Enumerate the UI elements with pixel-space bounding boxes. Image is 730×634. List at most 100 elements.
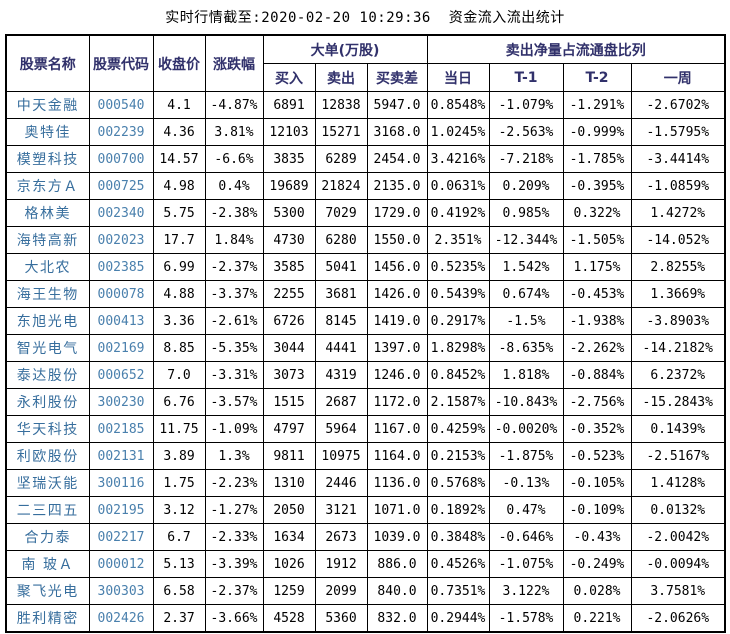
stock-name-cell[interactable]: 东旭光电 [5, 307, 90, 335]
stock-name-cell[interactable]: 合力泰 [5, 523, 90, 551]
stock-name-cell[interactable]: 模塑科技 [5, 145, 90, 173]
week-cell: 1.3669% [630, 280, 726, 308]
buy-cell: 3585 [262, 253, 316, 281]
buy-cell: 1310 [262, 469, 316, 497]
change-pct-cell: 1.3% [204, 442, 264, 470]
close-price-cell: 3.89 [152, 442, 206, 470]
t1-cell: -8.635% [488, 334, 564, 362]
t2-cell: -0.884% [562, 361, 632, 389]
stock-code-cell[interactable]: 002131 [88, 442, 154, 470]
t1-cell: -1.075% [488, 550, 564, 578]
col-group-large-orders: 大单(万股) [262, 34, 428, 64]
buy-cell: 4797 [262, 415, 316, 443]
change-pct-cell: -3.31% [204, 361, 264, 389]
sell-cell: 6289 [314, 145, 368, 173]
today-cell: 0.4526% [426, 550, 490, 578]
stock-code-cell[interactable]: 000413 [88, 307, 154, 335]
change-pct-cell: -1.27% [204, 496, 264, 524]
stock-name-cell[interactable]: 南 玻Ａ [5, 550, 90, 578]
week-cell: -2.0626% [630, 604, 726, 633]
sell-cell: 4441 [314, 334, 368, 362]
t2-cell: -1.938% [562, 307, 632, 335]
buy-cell: 1634 [262, 523, 316, 551]
sell-cell: 2687 [314, 388, 368, 416]
buy-cell: 1026 [262, 550, 316, 578]
stock-name-cell[interactable]: 泰达股份 [5, 361, 90, 389]
today-cell: 0.2944% [426, 604, 490, 633]
stock-code-cell[interactable]: 002239 [88, 118, 154, 146]
t2-cell: -1.291% [562, 91, 632, 119]
today-cell: 0.4192% [426, 199, 490, 227]
stock-name-cell[interactable]: 聚飞光电 [5, 577, 90, 605]
stock-code-cell[interactable]: 002217 [88, 523, 154, 551]
table-row: 智光电气 002169 8.85 -5.35% 3044 4441 1397.0 1.8298… [5, 334, 726, 362]
table-row: 胜利精密 002426 2.37 -3.66% 4528 5360 832.0 0.2944%… [5, 604, 726, 633]
stock-name-cell[interactable]: 华天科技 [5, 415, 90, 443]
table-row: 中天金融 000540 4.1 -4.87% 6891 12838 5947.0 0.8548… [5, 91, 726, 119]
week-cell: -2.5167% [630, 442, 726, 470]
col-header-t2: T-2 [562, 63, 632, 92]
buy-sell-diff-cell: 1164.0 [366, 442, 428, 470]
stock-code-cell[interactable]: 000540 [88, 91, 154, 119]
sell-cell: 6280 [314, 226, 368, 254]
t2-cell: -0.352% [562, 415, 632, 443]
t2-cell: -1.505% [562, 226, 632, 254]
stock-code-cell[interactable]: 000012 [88, 550, 154, 578]
change-pct-cell: -1.09% [204, 415, 264, 443]
stock-name-cell[interactable]: 格林美 [5, 199, 90, 227]
stock-code-cell[interactable]: 300303 [88, 577, 154, 605]
close-price-cell: 1.75 [152, 469, 206, 497]
sell-cell: 7029 [314, 199, 368, 227]
t2-cell: -0.453% [562, 280, 632, 308]
stock-name-cell[interactable]: 大北农 [5, 253, 90, 281]
stock-code-cell[interactable]: 000652 [88, 361, 154, 389]
t2-cell: -2.756% [562, 388, 632, 416]
stock-name-cell[interactable]: 海王生物 [5, 280, 90, 308]
today-cell: 0.8452% [426, 361, 490, 389]
stock-name-cell[interactable]: 京东方Ａ [5, 172, 90, 200]
sell-cell: 21824 [314, 172, 368, 200]
stock-code-cell[interactable]: 002169 [88, 334, 154, 362]
close-price-cell: 14.57 [152, 145, 206, 173]
stock-code-cell[interactable]: 300230 [88, 388, 154, 416]
col-header-buy: 买入 [262, 63, 316, 92]
week-cell: 6.2372% [630, 361, 726, 389]
col-header-stock-name: 股票名称 [5, 34, 90, 92]
today-cell: 0.5768% [426, 469, 490, 497]
stock-name-cell[interactable]: 智光电气 [5, 334, 90, 362]
change-pct-cell: -2.61% [204, 307, 264, 335]
table-row: 东旭光电 000413 3.36 -2.61% 6726 8145 1419.0 0.2917… [5, 307, 726, 335]
t2-cell: -0.105% [562, 469, 632, 497]
t1-cell: -1.578% [488, 604, 564, 633]
stock-code-cell[interactable]: 000078 [88, 280, 154, 308]
table-row: 格林美 002340 5.75 -2.38% 5300 7029 1729.0 0.4192%… [5, 199, 726, 227]
table-row: 南 玻Ａ 000012 5.13 -3.39% 1026 1912 886.0 0.4526%… [5, 550, 726, 578]
stock-name-cell[interactable]: 中天金融 [5, 91, 90, 119]
change-pct-cell: 0.4% [204, 172, 264, 200]
t1-cell: -7.218% [488, 145, 564, 173]
stock-name-cell[interactable]: 利欧股份 [5, 442, 90, 470]
t2-cell: -1.785% [562, 145, 632, 173]
stock-code-cell[interactable]: 002195 [88, 496, 154, 524]
stock-code-cell[interactable]: 002185 [88, 415, 154, 443]
close-price-cell: 6.58 [152, 577, 206, 605]
stock-code-cell[interactable]: 002426 [88, 604, 154, 633]
stock-name-cell[interactable]: 二三四五 [5, 496, 90, 524]
buy-cell: 1515 [262, 388, 316, 416]
stock-name-cell[interactable]: 永利股份 [5, 388, 90, 416]
stock-name-cell[interactable]: 坚瑞沃能 [5, 469, 90, 497]
stock-code-cell[interactable]: 000700 [88, 145, 154, 173]
stock-code-cell[interactable]: 000725 [88, 172, 154, 200]
col-header-stock-code: 股票代码 [88, 34, 154, 92]
stock-name-cell[interactable]: 胜利精密 [5, 604, 90, 633]
col-header-today: 当日 [426, 63, 490, 92]
stock-code-cell[interactable]: 002023 [88, 226, 154, 254]
stock-code-cell[interactable]: 002385 [88, 253, 154, 281]
stock-name-cell[interactable]: 海特高新 [5, 226, 90, 254]
stock-code-cell[interactable]: 300116 [88, 469, 154, 497]
close-price-cell: 3.36 [152, 307, 206, 335]
stock-name-cell[interactable]: 奥特佳 [5, 118, 90, 146]
t1-cell: -1.079% [488, 91, 564, 119]
stock-code-cell[interactable]: 002340 [88, 199, 154, 227]
